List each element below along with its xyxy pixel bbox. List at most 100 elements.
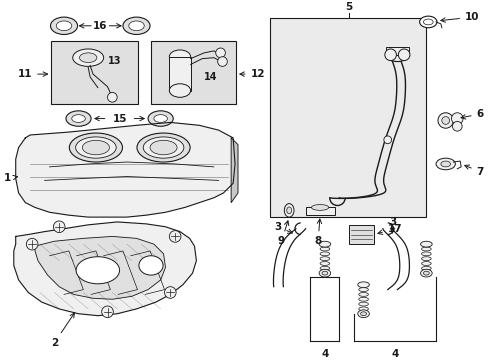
- Text: 11: 11: [18, 69, 47, 79]
- Text: 12: 12: [240, 69, 264, 79]
- Ellipse shape: [320, 252, 329, 256]
- Ellipse shape: [122, 17, 150, 35]
- Ellipse shape: [385, 48, 408, 62]
- Text: 5: 5: [345, 2, 352, 12]
- Circle shape: [450, 113, 462, 124]
- Ellipse shape: [143, 137, 183, 158]
- Text: 3: 3: [388, 217, 395, 233]
- Ellipse shape: [419, 16, 436, 28]
- Ellipse shape: [320, 247, 329, 251]
- Ellipse shape: [360, 312, 366, 316]
- Text: 1: 1: [3, 174, 18, 184]
- Text: 10: 10: [440, 12, 479, 22]
- Ellipse shape: [358, 297, 367, 301]
- Ellipse shape: [421, 252, 430, 256]
- Ellipse shape: [73, 49, 103, 66]
- Circle shape: [383, 136, 391, 144]
- Ellipse shape: [311, 204, 328, 210]
- Circle shape: [215, 48, 225, 58]
- Circle shape: [437, 113, 452, 128]
- Ellipse shape: [137, 133, 190, 162]
- Ellipse shape: [320, 262, 329, 265]
- Ellipse shape: [423, 271, 428, 275]
- Ellipse shape: [66, 111, 91, 126]
- Text: 2: 2: [51, 313, 74, 348]
- Bar: [305, 207, 334, 215]
- Polygon shape: [14, 222, 196, 316]
- Ellipse shape: [358, 292, 367, 296]
- Ellipse shape: [150, 140, 177, 155]
- Ellipse shape: [358, 288, 367, 292]
- Circle shape: [102, 306, 113, 318]
- Ellipse shape: [320, 266, 329, 270]
- Circle shape: [53, 221, 65, 233]
- Ellipse shape: [421, 247, 430, 251]
- Ellipse shape: [358, 307, 367, 311]
- Circle shape: [384, 49, 396, 60]
- Ellipse shape: [440, 161, 449, 167]
- Ellipse shape: [358, 283, 367, 287]
- Bar: [269, 18, 426, 217]
- Ellipse shape: [357, 282, 368, 288]
- Circle shape: [398, 49, 409, 60]
- Ellipse shape: [50, 17, 78, 35]
- Ellipse shape: [72, 115, 85, 122]
- Text: 7: 7: [464, 165, 483, 177]
- Polygon shape: [16, 122, 235, 217]
- Ellipse shape: [286, 207, 291, 214]
- Text: 9: 9: [277, 221, 288, 247]
- Bar: [151, 41, 236, 104]
- Ellipse shape: [322, 271, 327, 275]
- Text: 4: 4: [321, 348, 328, 359]
- Ellipse shape: [357, 310, 368, 318]
- Ellipse shape: [421, 266, 430, 270]
- Circle shape: [441, 117, 448, 124]
- Ellipse shape: [128, 21, 144, 31]
- Text: 17: 17: [377, 224, 402, 234]
- Ellipse shape: [319, 269, 330, 277]
- Ellipse shape: [56, 21, 72, 31]
- Ellipse shape: [82, 140, 109, 155]
- Text: 14: 14: [203, 72, 217, 82]
- Ellipse shape: [420, 269, 431, 277]
- Ellipse shape: [358, 302, 367, 306]
- Bar: [385, 47, 408, 55]
- Bar: [169, 57, 190, 90]
- Circle shape: [107, 93, 117, 102]
- Circle shape: [451, 121, 461, 131]
- Ellipse shape: [69, 133, 122, 162]
- Ellipse shape: [80, 53, 97, 63]
- Text: 4: 4: [391, 348, 398, 359]
- Ellipse shape: [320, 242, 329, 246]
- Text: 8: 8: [314, 219, 321, 247]
- Text: 16: 16: [92, 21, 107, 31]
- Ellipse shape: [148, 111, 173, 126]
- Ellipse shape: [423, 19, 432, 25]
- Ellipse shape: [320, 257, 329, 261]
- Circle shape: [164, 287, 176, 298]
- Ellipse shape: [284, 204, 293, 217]
- Text: 13: 13: [107, 55, 121, 66]
- Ellipse shape: [76, 257, 120, 284]
- Ellipse shape: [169, 50, 190, 63]
- Text: 3: 3: [274, 222, 292, 233]
- Ellipse shape: [421, 257, 430, 261]
- Bar: [51, 41, 138, 104]
- Ellipse shape: [319, 241, 330, 247]
- Text: 6: 6: [460, 109, 483, 119]
- Bar: [348, 225, 373, 244]
- Circle shape: [217, 57, 227, 66]
- Polygon shape: [35, 237, 165, 299]
- Ellipse shape: [435, 158, 454, 170]
- Ellipse shape: [76, 137, 116, 158]
- Ellipse shape: [421, 242, 430, 246]
- Circle shape: [169, 231, 181, 242]
- Ellipse shape: [420, 241, 431, 247]
- Ellipse shape: [154, 115, 167, 122]
- Polygon shape: [231, 138, 238, 203]
- Ellipse shape: [421, 262, 430, 265]
- Text: 15: 15: [113, 113, 127, 123]
- Ellipse shape: [139, 256, 163, 275]
- Ellipse shape: [169, 84, 190, 97]
- Circle shape: [26, 238, 38, 250]
